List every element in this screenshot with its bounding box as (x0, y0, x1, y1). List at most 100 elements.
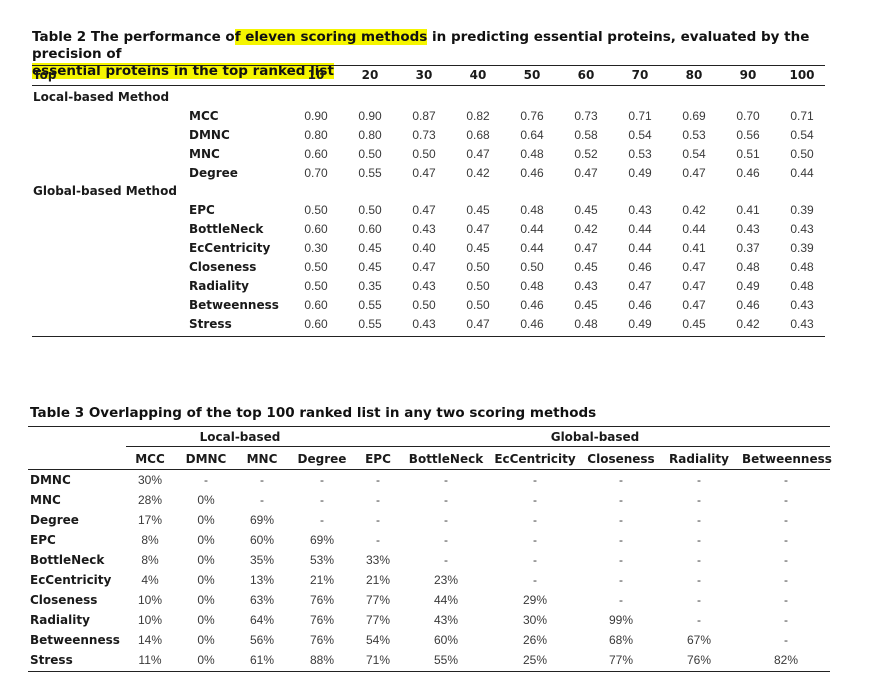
table2-cell: 0.60 (304, 317, 328, 331)
table3-row-name: EPC (30, 533, 56, 547)
table3-cell: 10% (137, 593, 163, 607)
table3-group-rule-global (290, 446, 830, 447)
table2-column-header: 50 (523, 68, 541, 82)
table2-caption-highlight-1: f eleven scoring methods (234, 29, 428, 45)
table2-cell: 0.87 (412, 109, 436, 123)
table2-cell: 0.47 (682, 260, 706, 274)
table2-cell: 0.39 (790, 203, 814, 217)
table2-cell: 0.47 (574, 241, 598, 255)
table2-column-header: 30 (415, 68, 433, 82)
table2-cell: 0.43 (790, 222, 814, 236)
table3-cell: - (697, 493, 701, 507)
table2-cell: 0.45 (358, 241, 382, 255)
table3-cell: - (204, 473, 208, 487)
table2-column-header: 20 (361, 68, 379, 82)
table3-row-name: Radiality (30, 613, 90, 627)
table3-cell: - (784, 613, 788, 627)
table2-cell: 0.48 (520, 279, 544, 293)
table3-cell: - (697, 573, 701, 587)
table3-cell: - (533, 493, 537, 507)
table2-cell: 0.50 (304, 203, 328, 217)
table2-cell: 0.43 (736, 222, 760, 236)
table3-cell: 35% (249, 553, 275, 567)
table3-cell: - (619, 553, 623, 567)
table2-cell: 0.56 (736, 128, 760, 142)
table2-cell: 0.50 (358, 203, 382, 217)
table3-cell: 71% (365, 653, 391, 667)
table2-cell: 0.48 (790, 260, 814, 274)
table2-cell: 0.50 (466, 298, 490, 312)
table3-cell: 26% (522, 633, 548, 647)
table2-cell: 0.44 (790, 166, 814, 180)
table2-cell: 0.46 (628, 260, 652, 274)
table2-cell: 0.46 (520, 298, 544, 312)
table3-cell: 76% (686, 653, 712, 667)
table3-column-header: EcCentricity (494, 452, 576, 466)
table3-cell: 43% (433, 613, 459, 627)
table2-cell: 0.82 (466, 109, 490, 123)
table3-cell: 0% (197, 613, 215, 627)
table2-cell: 0.39 (790, 241, 814, 255)
table3-cell: 82% (773, 653, 799, 667)
table2-cell: 0.50 (466, 260, 490, 274)
table3-cell: - (260, 493, 264, 507)
table3-cell: - (619, 573, 623, 587)
table2-cell: 0.68 (466, 128, 490, 142)
table3-cell: - (697, 533, 701, 547)
table3-cell: 8% (141, 533, 159, 547)
table3-cell: 76% (309, 633, 335, 647)
table2-row-name: EcCentricity (189, 241, 271, 255)
table3-cell: 67% (686, 633, 712, 647)
table2-cell: 0.51 (736, 147, 760, 161)
table2-cell: 0.43 (574, 279, 598, 293)
table2-cell: 0.70 (304, 166, 328, 180)
table3-cell: 0% (197, 593, 215, 607)
table2-cell: 0.69 (682, 109, 706, 123)
table3-row-name: Degree (30, 513, 79, 527)
table2-cell: 0.45 (574, 203, 598, 217)
table2-cell: 0.49 (736, 279, 760, 293)
table3-cell: 21% (365, 573, 391, 587)
table3-cell: - (444, 553, 448, 567)
table2-column-header: 100 (789, 68, 815, 82)
table2-cell: 0.90 (304, 109, 328, 123)
table3-cell: - (533, 573, 537, 587)
table2-cell: 0.43 (412, 279, 436, 293)
table3-cell: 11% (138, 653, 162, 667)
table2-cell: 0.50 (790, 147, 814, 161)
table2-cell: 0.43 (412, 317, 436, 331)
table2-row-name: Degree (189, 166, 238, 180)
table3-cell: 0% (197, 573, 215, 587)
table2-cell: 0.60 (358, 222, 382, 236)
table2-cell: 0.50 (358, 147, 382, 161)
table2-cell: 0.76 (520, 109, 544, 123)
table3-column-header: EPC (365, 452, 391, 466)
table3-cell: 17% (137, 513, 163, 527)
table2-cell: 0.44 (628, 222, 652, 236)
table3-cell: 0% (197, 493, 215, 507)
table2-cell: 0.43 (412, 222, 436, 236)
table3-cell: 0% (197, 513, 215, 527)
table3-row-name: MNC (30, 493, 61, 507)
table3-cell: 0% (197, 633, 215, 647)
table2-cell: 0.37 (736, 241, 760, 255)
table3-cell: 44% (433, 593, 459, 607)
table2-cell: 0.42 (682, 203, 706, 217)
table3-cell: 99% (608, 613, 634, 627)
table3-cell: 68% (608, 633, 634, 647)
table2-cell: 0.71 (628, 109, 652, 123)
table3-cell: 60% (249, 533, 275, 547)
table2-row-name: Stress (189, 317, 232, 331)
table3-cell: 0% (197, 553, 215, 567)
table3-column-header: MCC (135, 452, 165, 466)
table3-cell: 53% (309, 553, 335, 567)
table3-cell: 4% (141, 573, 159, 587)
table3-cell: - (533, 473, 537, 487)
table2-group-label: Global-based Method (33, 184, 177, 198)
table3-cell: 0% (197, 533, 215, 547)
table3-cell: - (784, 533, 788, 547)
table2-cell: 0.46 (628, 298, 652, 312)
table2-cell: 0.55 (358, 166, 382, 180)
table2-cell: 0.60 (304, 222, 328, 236)
table3-cell: 25% (522, 653, 548, 667)
